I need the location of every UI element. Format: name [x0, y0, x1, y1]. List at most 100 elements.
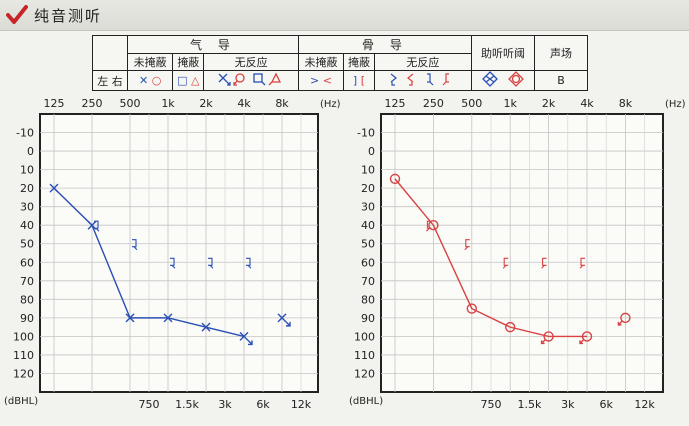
- air-conduction-point: [540, 331, 554, 345]
- x-unit-label: (Hz): [665, 99, 686, 110]
- y-tick-label: 20: [20, 182, 34, 195]
- y-tick-label: 100: [13, 330, 34, 343]
- bone-conduction-point: [94, 220, 100, 232]
- y-tick-label: 90: [20, 312, 34, 325]
- bone-mark: [94, 220, 100, 232]
- x-tick-label-top: 4k: [237, 97, 251, 110]
- x-mark: [201, 322, 211, 332]
- legend-field-title: 声场: [534, 35, 588, 71]
- x-tick-label-top: 2k: [542, 97, 556, 110]
- bone-conduction-point: [170, 257, 176, 269]
- air-conduction-point: [163, 313, 173, 323]
- y-tick-label: 50: [20, 238, 34, 251]
- no-response-arrow: [579, 338, 585, 345]
- o-symbol-icon: ○: [151, 74, 162, 87]
- audiogram-right: -10 0 10 20 30 40 50 60 70 80 90 100 110 120 125 250 500…: [349, 97, 686, 411]
- x-tick-label-top: 1k: [161, 97, 175, 110]
- x-tick-label-top: 2k: [199, 97, 213, 110]
- legend-bone-masked-symbols: ] [: [343, 70, 375, 91]
- x-tick-label-bottom: 750: [139, 398, 160, 411]
- plot-frame: [380, 113, 664, 393]
- air-conduction-point: [579, 331, 593, 345]
- bone-mark: [426, 220, 432, 232]
- y-tick-label: 60: [361, 256, 375, 269]
- bone-noresp-symbols-icon: [390, 73, 449, 86]
- y-tick-label: 90: [361, 312, 375, 325]
- y-tick-label: 80: [361, 293, 375, 306]
- air-noresp-symbols-icon: [218, 72, 282, 86]
- y-tick-label: 100: [354, 330, 375, 343]
- header-bar: 纯音测听: [0, 0, 689, 31]
- y-unit-label: (dBHL): [4, 396, 38, 407]
- bone-conduction-point: [208, 257, 214, 269]
- air-conduction-point: [504, 321, 516, 333]
- legend-side-header: [92, 35, 128, 71]
- o-mark: [543, 331, 554, 342]
- x-tick-label-top: 4k: [580, 97, 594, 110]
- x-mark: [49, 183, 59, 193]
- x-mark: [277, 313, 287, 323]
- bone-masked-left-icon: [: [360, 74, 365, 87]
- legend-air-title: 气 导: [127, 35, 299, 54]
- air-conduction-point: [466, 303, 478, 314]
- x-tick-label-top: 8k: [275, 97, 289, 110]
- bone-mark: [170, 257, 176, 269]
- bone-mark: [502, 257, 509, 269]
- y-tick-label: 10: [20, 164, 34, 177]
- air-conduction-line: [394, 178, 587, 338]
- x-tick-label-bottom: 6k: [256, 398, 270, 411]
- x-mark: [239, 331, 249, 341]
- aided-symbols-icon: [482, 71, 524, 87]
- bone-mark: [132, 239, 138, 251]
- x-tick-label-bottom: 750: [481, 398, 502, 411]
- air-conduction-point: [389, 173, 401, 185]
- legend-air-unmasked: 未掩蔽: [126, 53, 174, 71]
- y-tick-label: 40: [361, 219, 375, 232]
- legend-air-masked: 掩蔽: [172, 53, 205, 71]
- bone-mark: [464, 239, 470, 251]
- o-mark: [389, 173, 401, 185]
- air-conduction-point: [201, 322, 211, 332]
- x-tick-label-bottom: 6k: [600, 398, 614, 411]
- legend-aided-symbols: [471, 70, 535, 91]
- page-title: 纯音测听: [34, 7, 103, 25]
- bone-conduction-point: [464, 239, 470, 251]
- o-mark: [620, 312, 631, 324]
- o-mark: [428, 219, 439, 231]
- legend-aided-title: 助听听阈: [471, 35, 535, 71]
- x-symbol-icon: ✕: [138, 74, 149, 87]
- y-tick-label: 30: [361, 201, 375, 214]
- x-tick-label-top: 250: [423, 97, 444, 110]
- x-tick-label-top: 8k: [619, 97, 633, 110]
- triangle-symbol-icon: △: [191, 74, 200, 87]
- y-tick-label: -10: [357, 127, 375, 140]
- y-tick-label: 20: [361, 182, 375, 195]
- bone-mark: [208, 257, 214, 269]
- legend-bone-masked: 掩蔽: [343, 53, 375, 71]
- o-mark: [466, 303, 478, 314]
- legend-table: 气 导 骨 导 助听听阈 声场 未掩蔽 掩蔽 无反应 未掩蔽 掩蔽 无反应 左 …: [92, 35, 588, 91]
- square-symbol-icon: □: [177, 74, 188, 87]
- no-response-arrow: [617, 320, 623, 326]
- o-mark: [581, 331, 593, 342]
- bone-mark: [246, 257, 252, 269]
- o-mark: [504, 321, 516, 333]
- x-tick-label-top: 125: [385, 97, 406, 110]
- air-conduction-point: [239, 331, 253, 346]
- bone-masked-right-icon: ]: [352, 74, 358, 87]
- legend-air-masked-symbols: □ △: [172, 70, 205, 91]
- air-conduction-point: [125, 313, 135, 323]
- air-conduction-point: [277, 313, 291, 327]
- x-tick-label-bottom: 3k: [561, 398, 575, 411]
- y-tick-label: 30: [20, 201, 34, 214]
- legend-bone-noresp: 无反应: [373, 53, 473, 71]
- y-tick-label: 120: [13, 367, 34, 380]
- bone-left-icon: <: [322, 74, 332, 87]
- air-conduction-point: [428, 219, 439, 231]
- air-conduction-line: [53, 187, 245, 338]
- x-tick-label-bottom: 1.5k: [175, 398, 199, 411]
- y-unit-label: (dBHL): [349, 396, 383, 407]
- x-mark: [163, 313, 173, 323]
- bone-conduction-point: [502, 257, 509, 269]
- legend-air-noresp: 无反应: [203, 53, 299, 71]
